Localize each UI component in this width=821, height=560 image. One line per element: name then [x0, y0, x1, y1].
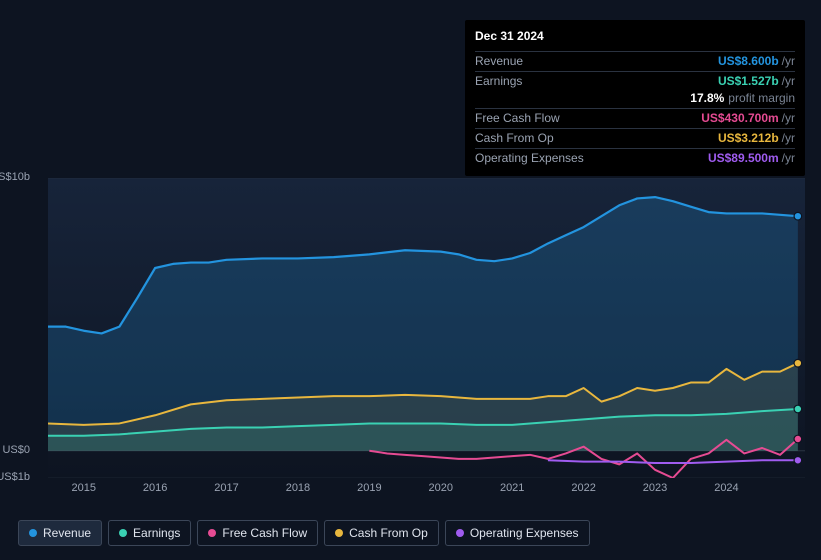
tooltip-row-value: US$89.500m	[708, 151, 779, 165]
x-axis-tick-label: 2023	[643, 482, 667, 494]
tooltip-row-unit: /yr	[782, 131, 795, 145]
tooltip-row-label: Cash From Op	[475, 130, 554, 147]
tooltip-margin-value: 17.8%	[690, 90, 724, 107]
legend-item-earnings[interactable]: Earnings	[108, 520, 191, 546]
tooltip-row-unit: /yr	[782, 54, 795, 68]
legend-item-revenue[interactable]: Revenue	[18, 520, 102, 546]
series-end-marker-cashop	[794, 359, 802, 367]
tooltip-margin-row: 17.8%profit margin	[475, 90, 795, 108]
x-axis-tick-label: 2015	[71, 482, 95, 494]
tooltip-row: Operating Expenses US$89.500m/yr	[475, 148, 795, 168]
tooltip-row-label: Free Cash Flow	[475, 110, 560, 127]
legend-dot-icon	[29, 529, 37, 537]
legend-item-fcf[interactable]: Free Cash Flow	[197, 520, 318, 546]
y-axis-tick-label: US$0	[0, 444, 30, 456]
x-axis-tick-label: 2022	[571, 482, 595, 494]
tooltip-row: Cash From Op US$3.212b/yr	[475, 128, 795, 148]
x-axis: 2015 2016 2017 2018 2019 2020 2021 2022 2023 2024	[48, 482, 805, 502]
tooltip-row-unit: /yr	[782, 74, 795, 88]
tooltip-row: Earnings US$1.527b/yr	[475, 71, 795, 91]
x-axis-tick-label: 2019	[357, 482, 381, 494]
series-end-marker-revenue	[794, 212, 802, 220]
x-axis-tick-label: 2021	[500, 482, 524, 494]
legend-item-label: Earnings	[133, 526, 180, 540]
tooltip-margin-label: profit margin	[728, 90, 795, 107]
chart-plot-area[interactable]	[48, 178, 805, 478]
legend-dot-icon	[119, 529, 127, 537]
tooltip-row: Free Cash Flow US$430.700m/yr	[475, 108, 795, 128]
y-axis-tick-label: US$10b	[0, 171, 30, 183]
x-axis-tick-label: 2017	[214, 482, 238, 494]
chart-legend: Revenue Earnings Free Cash Flow Cash From O…	[18, 520, 590, 546]
x-axis-tick-label: 2020	[429, 482, 453, 494]
legend-item-label: Operating Expenses	[470, 526, 579, 540]
legend-item-opex[interactable]: Operating Expenses	[445, 520, 590, 546]
x-axis-tick-label: 2018	[286, 482, 310, 494]
legend-dot-icon	[335, 529, 343, 537]
legend-item-label: Revenue	[43, 526, 91, 540]
legend-item-cashop[interactable]: Cash From Op	[324, 520, 439, 546]
y-axis-tick-label: -US$1b	[0, 471, 30, 483]
legend-dot-icon	[208, 529, 216, 537]
data-tooltip: Dec 31 2024 Revenue US$8.600b/yr Earnings U…	[465, 20, 805, 176]
legend-item-label: Cash From Op	[349, 526, 428, 540]
tooltip-row-unit: /yr	[782, 111, 795, 125]
tooltip-row: Revenue US$8.600b/yr	[475, 51, 795, 71]
series-end-marker-fcf	[794, 435, 802, 443]
tooltip-row-value: US$8.600b	[718, 54, 779, 68]
series-end-marker-earnings	[794, 405, 802, 413]
tooltip-row-label: Revenue	[475, 53, 523, 70]
legend-item-label: Free Cash Flow	[222, 526, 307, 540]
x-axis-tick-label: 2024	[714, 482, 738, 494]
legend-dot-icon	[456, 529, 464, 537]
tooltip-row-unit: /yr	[782, 151, 795, 165]
tooltip-row-value: US$3.212b	[718, 131, 779, 145]
tooltip-row-label: Operating Expenses	[475, 150, 584, 167]
x-axis-tick-label: 2016	[143, 482, 167, 494]
tooltip-date: Dec 31 2024	[475, 28, 795, 48]
tooltip-row-value: US$1.527b	[718, 74, 779, 88]
series-end-marker-opex	[794, 456, 802, 464]
tooltip-row-label: Earnings	[475, 73, 522, 90]
tooltip-row-value: US$430.700m	[701, 111, 778, 125]
